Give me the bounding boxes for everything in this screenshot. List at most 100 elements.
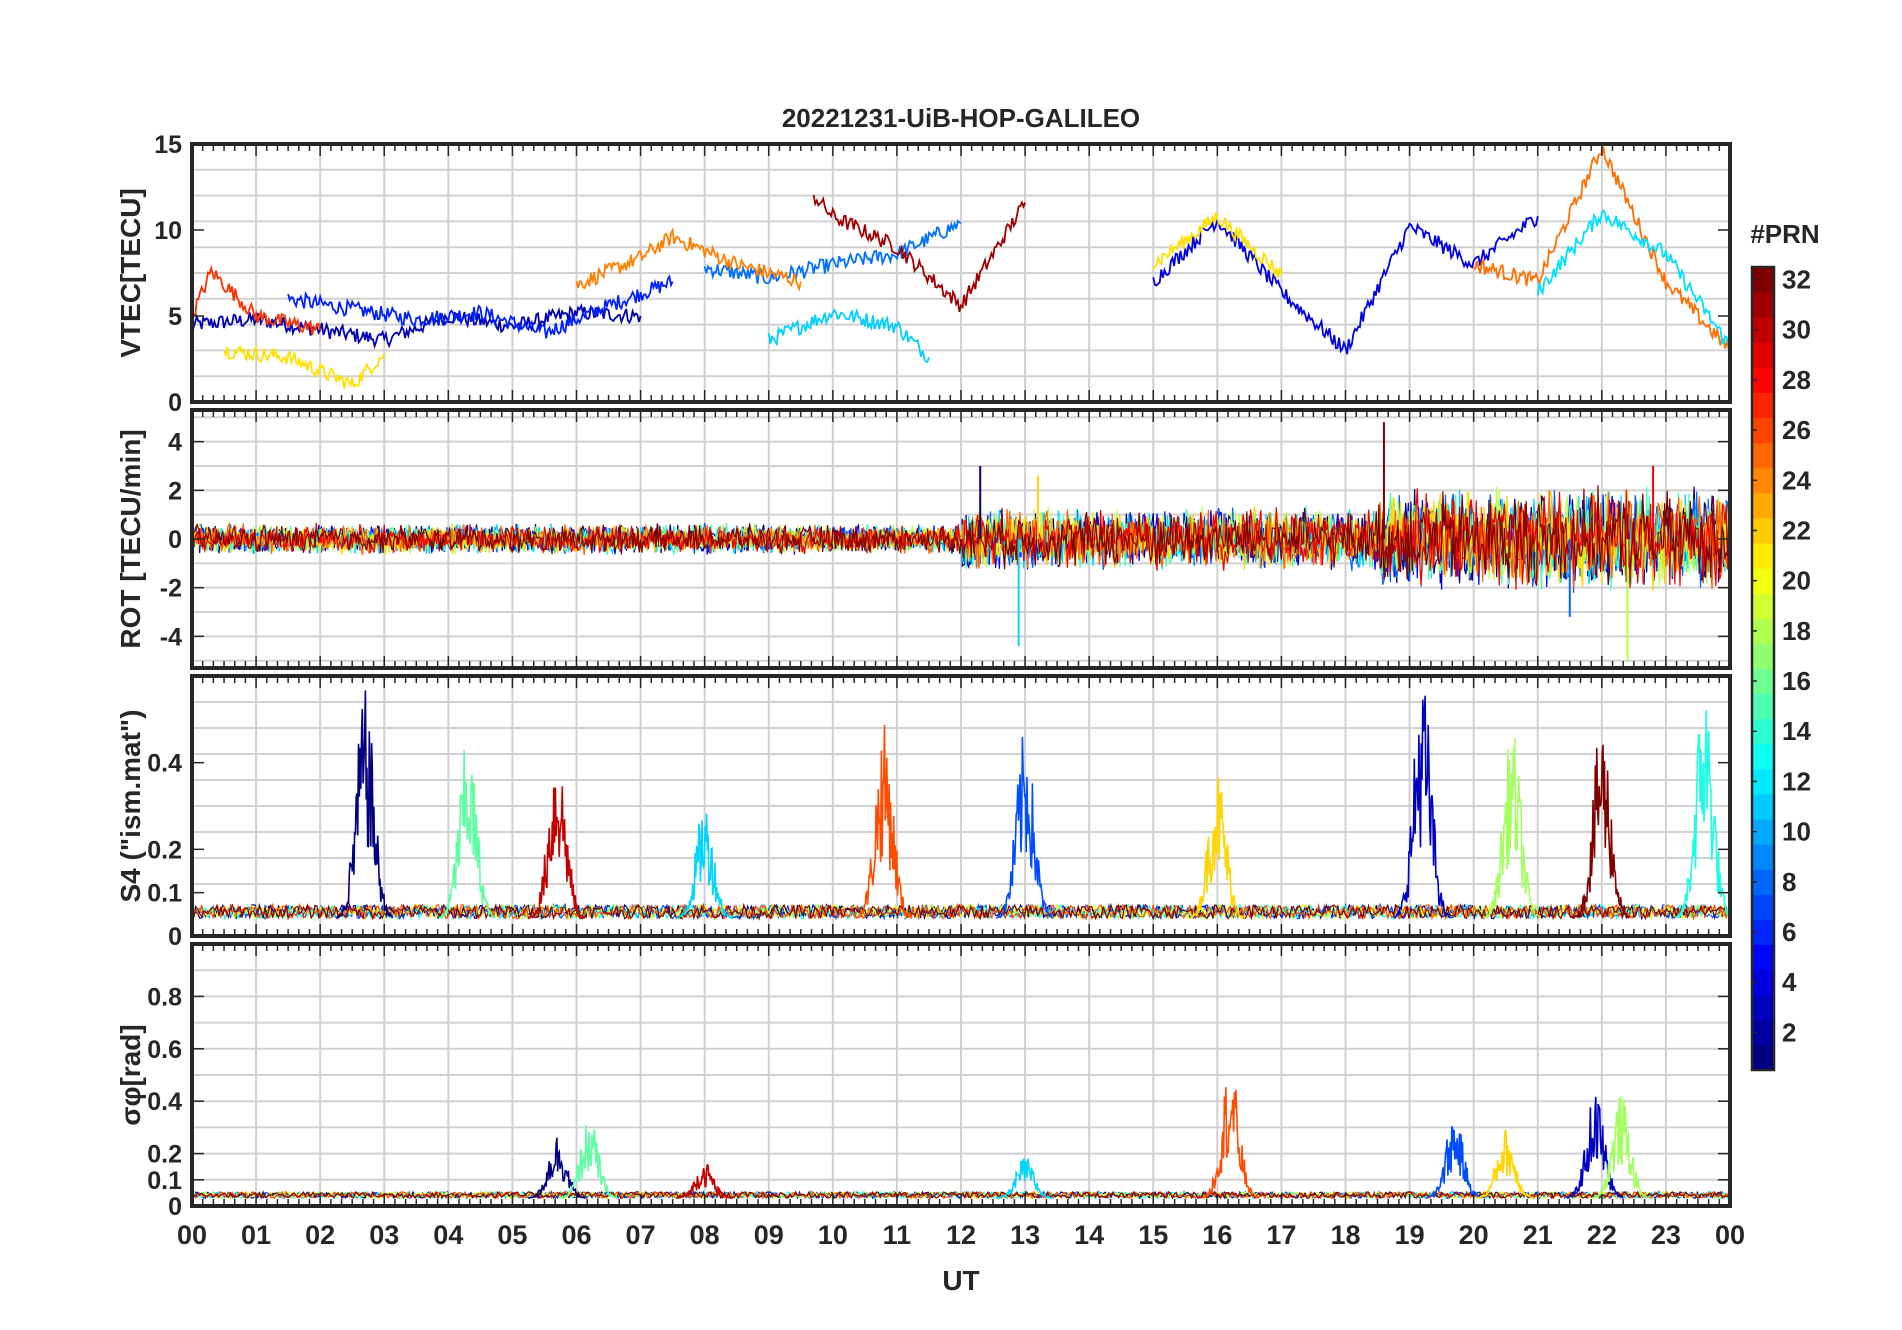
colorbar-segment (1752, 819, 1774, 845)
y-axis-label: S4 ("ism.mat") (115, 709, 146, 902)
plot-area (192, 146, 1730, 389)
colorbar-segment (1752, 793, 1774, 820)
colorbar-tick-label: 2 (1782, 1017, 1796, 1047)
series-line (287, 274, 674, 339)
y-tick-label: 0.2 (147, 836, 182, 864)
x-tick-label: 07 (626, 1220, 656, 1250)
y-tick-label: 0 (168, 389, 182, 417)
x-tick-label: 00 (177, 1220, 207, 1250)
series-line (192, 264, 322, 336)
colorbar-tick-label: 16 (1782, 666, 1811, 696)
burst-series (336, 690, 394, 919)
series-line (1152, 212, 1283, 278)
y-tick-label: 0 (168, 923, 182, 951)
burst-series (528, 1137, 586, 1199)
burst-series (1572, 744, 1631, 920)
burst-series (560, 1125, 618, 1199)
colorbar-segment (1752, 618, 1774, 644)
colorbar-segment (1752, 442, 1774, 469)
colorbar-segment (1752, 292, 1774, 318)
x-tick-label: 18 (1330, 1220, 1360, 1250)
series-line (767, 307, 930, 363)
burst-series (675, 813, 734, 919)
colorbar-tick-label: 28 (1782, 365, 1811, 395)
y-tick-label: 0.1 (147, 880, 182, 908)
burst-series (1476, 1129, 1534, 1199)
colorbar-segment (1752, 367, 1774, 393)
x-axis-labels: 00 01 02 03 04 05 06 07 08 09 10 11 12 13 14 15 16 17 18 19… (177, 1220, 1745, 1250)
y-tick-label: 0.4 (147, 1088, 182, 1116)
colorbar-segment (1752, 944, 1774, 971)
x-tick-label: 19 (1395, 1220, 1425, 1250)
y-tick-label: -4 (160, 623, 182, 651)
colorbar-segment (1752, 267, 1774, 293)
y-tick-label: 15 (154, 131, 182, 159)
y-axis-label: ROT [TECU/min] (115, 429, 146, 648)
burst-series (1201, 1087, 1259, 1199)
colorbar-segment (1752, 743, 1774, 770)
plot-area (192, 422, 1730, 661)
burst-series (438, 750, 496, 919)
panel-1: 0 5 10 15 VTEC[TECU] (115, 131, 1732, 417)
y-axis-label: σφ[rad] (115, 1024, 146, 1125)
y-tick-label: 0 (168, 526, 182, 554)
colorbar-segment (1752, 643, 1774, 669)
colorbar-frame (1750, 265, 1776, 1072)
colorbar-segment (1752, 1019, 1774, 1046)
y-tick-label: 5 (168, 303, 182, 331)
y-tick-label: 0.6 (147, 1036, 182, 1064)
burst-series (1188, 777, 1246, 920)
colorbar-segment (1752, 969, 1774, 996)
colorbar-segment (1752, 392, 1774, 419)
colorbar-segment (1752, 543, 1774, 569)
x-tick-label: 05 (497, 1220, 527, 1250)
x-tick-label: 08 (690, 1220, 720, 1250)
y-tick-label: 4 (168, 429, 182, 457)
colorbar-segment (1752, 568, 1774, 594)
colorbar-title: #PRN (1750, 219, 1819, 249)
colorbar-segment (1752, 417, 1774, 444)
y-tick-label: 0.2 (147, 1141, 182, 1169)
burst-series (995, 736, 1054, 919)
burst-series (855, 725, 913, 919)
y-tick-label: 0 (168, 1193, 182, 1221)
colorbar-segment (1752, 467, 1774, 494)
panel-2: -4 -2 0 2 4 ROT [TECU/min] (115, 408, 1732, 670)
y-tick-label: -2 (160, 575, 182, 603)
panel-3: 0 0.1 0.2 0.4S4 ("ism.mat") (115, 674, 1732, 951)
colorbar-segment (1752, 768, 1774, 795)
colorbar-tick-label: 20 (1782, 566, 1811, 596)
x-tick-label: 10 (818, 1220, 848, 1250)
colorbar-segment (1752, 894, 1774, 920)
burst-series (996, 1158, 1054, 1199)
burst-series (1425, 1126, 1483, 1199)
colorbar-segment (1752, 994, 1774, 1021)
colorbar-segment (1752, 593, 1774, 619)
series-line (192, 303, 642, 350)
x-tick-label: 17 (1266, 1220, 1296, 1250)
x-axis-label: UT (942, 1265, 979, 1296)
burst-series (1592, 1096, 1650, 1199)
burst-series (1675, 710, 1730, 919)
x-tick-label: 22 (1587, 1220, 1617, 1250)
x-tick-label: 16 (1202, 1220, 1232, 1250)
rot-series (192, 485, 1730, 586)
colorbar-segment (1752, 693, 1774, 720)
colorbar-segment (1752, 668, 1774, 695)
burst-series (1393, 695, 1451, 919)
burst-series (528, 786, 586, 920)
y-tick-label: 0.4 (147, 750, 182, 778)
burst-series (1566, 1096, 1624, 1199)
x-tick-label: 14 (1074, 1220, 1104, 1250)
x-tick-label: 06 (561, 1220, 591, 1250)
series-line (1536, 208, 1730, 348)
colorbar-tick-label: 4 (1782, 967, 1797, 997)
plot-area (192, 690, 1730, 921)
colorbar-tick-label: 22 (1782, 515, 1811, 545)
colorbar-tick-label: 32 (1782, 265, 1811, 295)
colorbar-tick-label: 18 (1782, 616, 1811, 646)
panel-4: 00.10.2 0.4 0.6 0.8σφ[rad] (115, 942, 1732, 1221)
